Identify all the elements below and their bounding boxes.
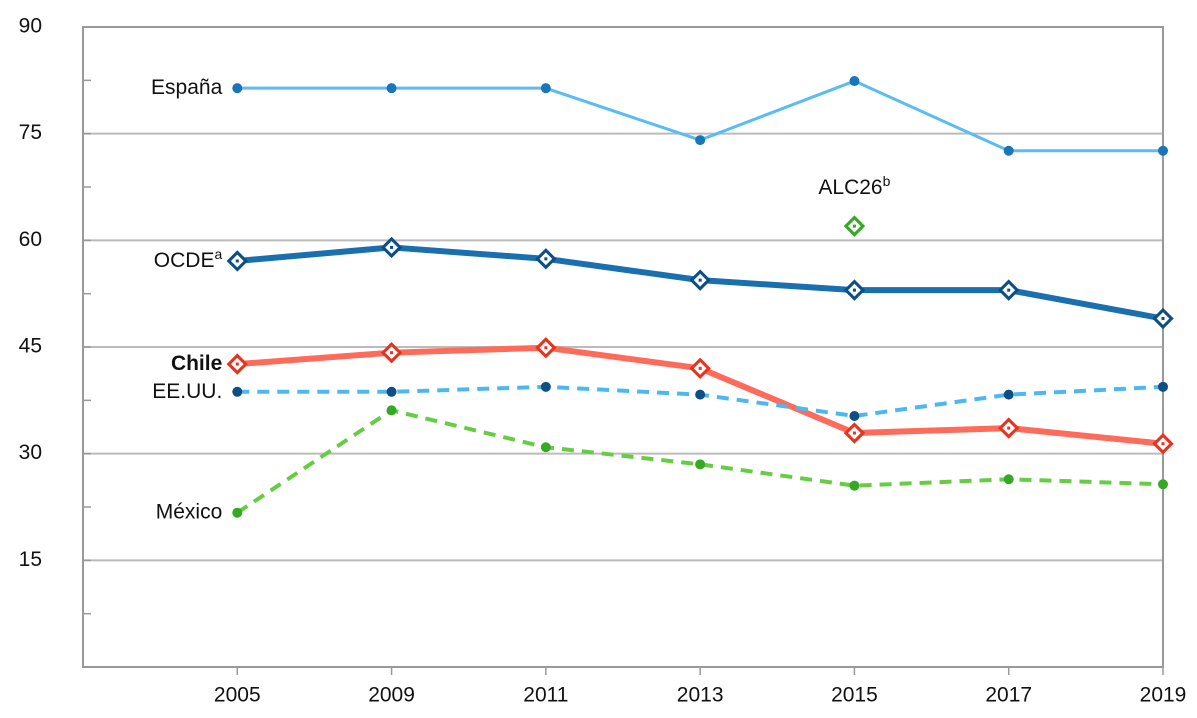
point-marker bbox=[1158, 479, 1168, 490]
point-marker bbox=[540, 381, 551, 392]
point-marker bbox=[386, 386, 397, 397]
series-label: Chile bbox=[171, 352, 222, 375]
series-name: España bbox=[151, 76, 223, 99]
point-marker bbox=[540, 442, 551, 453]
series-name: Chile bbox=[171, 352, 222, 375]
series-name: ALC26 bbox=[818, 176, 882, 199]
series-label: EE.UU. bbox=[152, 379, 222, 402]
marker-core bbox=[235, 259, 239, 263]
point-marker bbox=[849, 480, 860, 491]
x-tick-label: 2015 bbox=[831, 684, 878, 707]
point-marker bbox=[849, 410, 860, 421]
point-marker bbox=[1158, 145, 1168, 156]
series-label: España bbox=[151, 76, 223, 99]
series-label: México bbox=[156, 500, 223, 523]
point-marker bbox=[232, 386, 243, 397]
x-tick-label: 2011 bbox=[523, 684, 568, 707]
point-marker bbox=[1158, 381, 1168, 392]
x-tick-label: 2017 bbox=[985, 684, 1032, 707]
plot-frame bbox=[82, 26, 1164, 668]
series-note: b bbox=[883, 173, 891, 189]
marker-core bbox=[1161, 442, 1165, 446]
x-tick-label: 2019 bbox=[1140, 684, 1187, 707]
point-marker bbox=[695, 459, 706, 470]
marker-core bbox=[852, 224, 856, 228]
marker-core bbox=[1161, 317, 1165, 321]
marker-core bbox=[544, 346, 548, 350]
series-label: ALC26b bbox=[818, 173, 890, 199]
marker-core bbox=[698, 278, 702, 282]
point-marker bbox=[386, 405, 397, 416]
marker-core bbox=[852, 288, 856, 292]
series-note: a bbox=[214, 246, 222, 262]
y-tick-label: 90 bbox=[19, 15, 42, 38]
marker-core bbox=[544, 257, 548, 261]
x-tick-label: 2005 bbox=[214, 684, 261, 707]
x-tick-label: 2009 bbox=[368, 684, 415, 707]
marker-core bbox=[698, 366, 702, 370]
y-tick-label: 75 bbox=[19, 121, 42, 144]
series-label: OCDEa bbox=[154, 246, 223, 272]
x-tick-label: 2013 bbox=[677, 684, 724, 707]
series-name: México bbox=[156, 500, 223, 523]
marker-core bbox=[390, 351, 394, 355]
y-tick-label: 45 bbox=[19, 335, 42, 358]
point-marker bbox=[386, 83, 397, 94]
marker-core bbox=[390, 245, 394, 249]
marker-core bbox=[1007, 426, 1011, 430]
series-name: EE.UU. bbox=[152, 379, 222, 402]
point-marker bbox=[1003, 145, 1014, 156]
marker-core bbox=[235, 362, 239, 366]
y-tick-label: 15 bbox=[19, 548, 42, 571]
point-marker bbox=[232, 83, 243, 94]
point-marker bbox=[232, 507, 243, 518]
point-marker bbox=[695, 389, 706, 400]
marker-core bbox=[1007, 288, 1011, 292]
point-marker bbox=[540, 83, 551, 94]
point-marker bbox=[695, 135, 706, 146]
marker-core bbox=[852, 431, 856, 435]
y-tick-label: 30 bbox=[19, 441, 42, 464]
point-marker bbox=[1003, 474, 1014, 485]
series-name: OCDE bbox=[154, 249, 215, 272]
point-marker bbox=[849, 76, 860, 87]
point-marker bbox=[1003, 389, 1014, 400]
y-tick-label: 60 bbox=[19, 228, 42, 251]
